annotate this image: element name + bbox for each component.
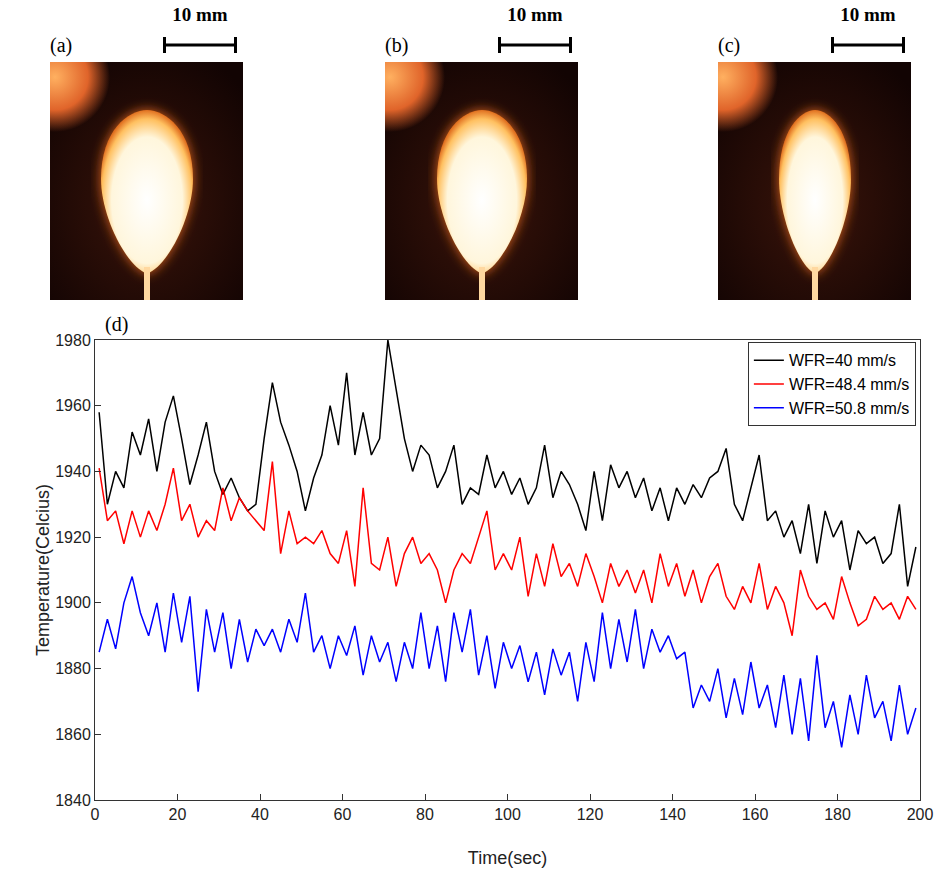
svg-text:1860: 1860: [55, 726, 91, 743]
svg-text:1880: 1880: [55, 660, 91, 677]
svg-text:160: 160: [742, 806, 769, 823]
svg-text:40: 40: [251, 806, 269, 823]
svg-text:1840: 1840: [55, 792, 91, 809]
svg-text:1960: 1960: [55, 397, 91, 414]
svg-text:Temperature(Celcius): Temperature(Celcius): [33, 484, 53, 656]
svg-text:60: 60: [334, 806, 352, 823]
svg-text:100: 100: [494, 806, 521, 823]
svg-text:200: 200: [907, 806, 934, 823]
html-text:(c): (c): [718, 34, 741, 56]
svg-text:180: 180: [824, 806, 851, 823]
html-text:10 mm: 10 mm: [840, 4, 896, 25]
html-text:10 mm: 10 mm: [172, 4, 228, 25]
html-text:(a): (a): [50, 34, 73, 56]
svg-text:(d): (d): [105, 313, 128, 336]
svg-text:20: 20: [169, 806, 187, 823]
svg-text:Time(sec): Time(sec): [468, 848, 547, 868]
svg-text:WFR=40 mm/s: WFR=40 mm/s: [789, 352, 896, 369]
svg-text:WFR=50.8 mm/s: WFR=50.8 mm/s: [789, 400, 909, 417]
svg-text:WFR=48.4 mm/s: WFR=48.4 mm/s: [789, 376, 909, 393]
html-text:(b): (b): [385, 34, 409, 56]
svg-text:140: 140: [659, 806, 686, 823]
svg-text:120: 120: [577, 806, 604, 823]
svg-text:1920: 1920: [55, 529, 91, 546]
html-text:10 mm: 10 mm: [507, 4, 563, 25]
svg-text:80: 80: [416, 806, 434, 823]
svg-text:1900: 1900: [55, 594, 91, 611]
svg-text:1940: 1940: [55, 463, 91, 480]
svg-text:1980: 1980: [55, 332, 91, 349]
svg-text:0: 0: [91, 806, 100, 823]
